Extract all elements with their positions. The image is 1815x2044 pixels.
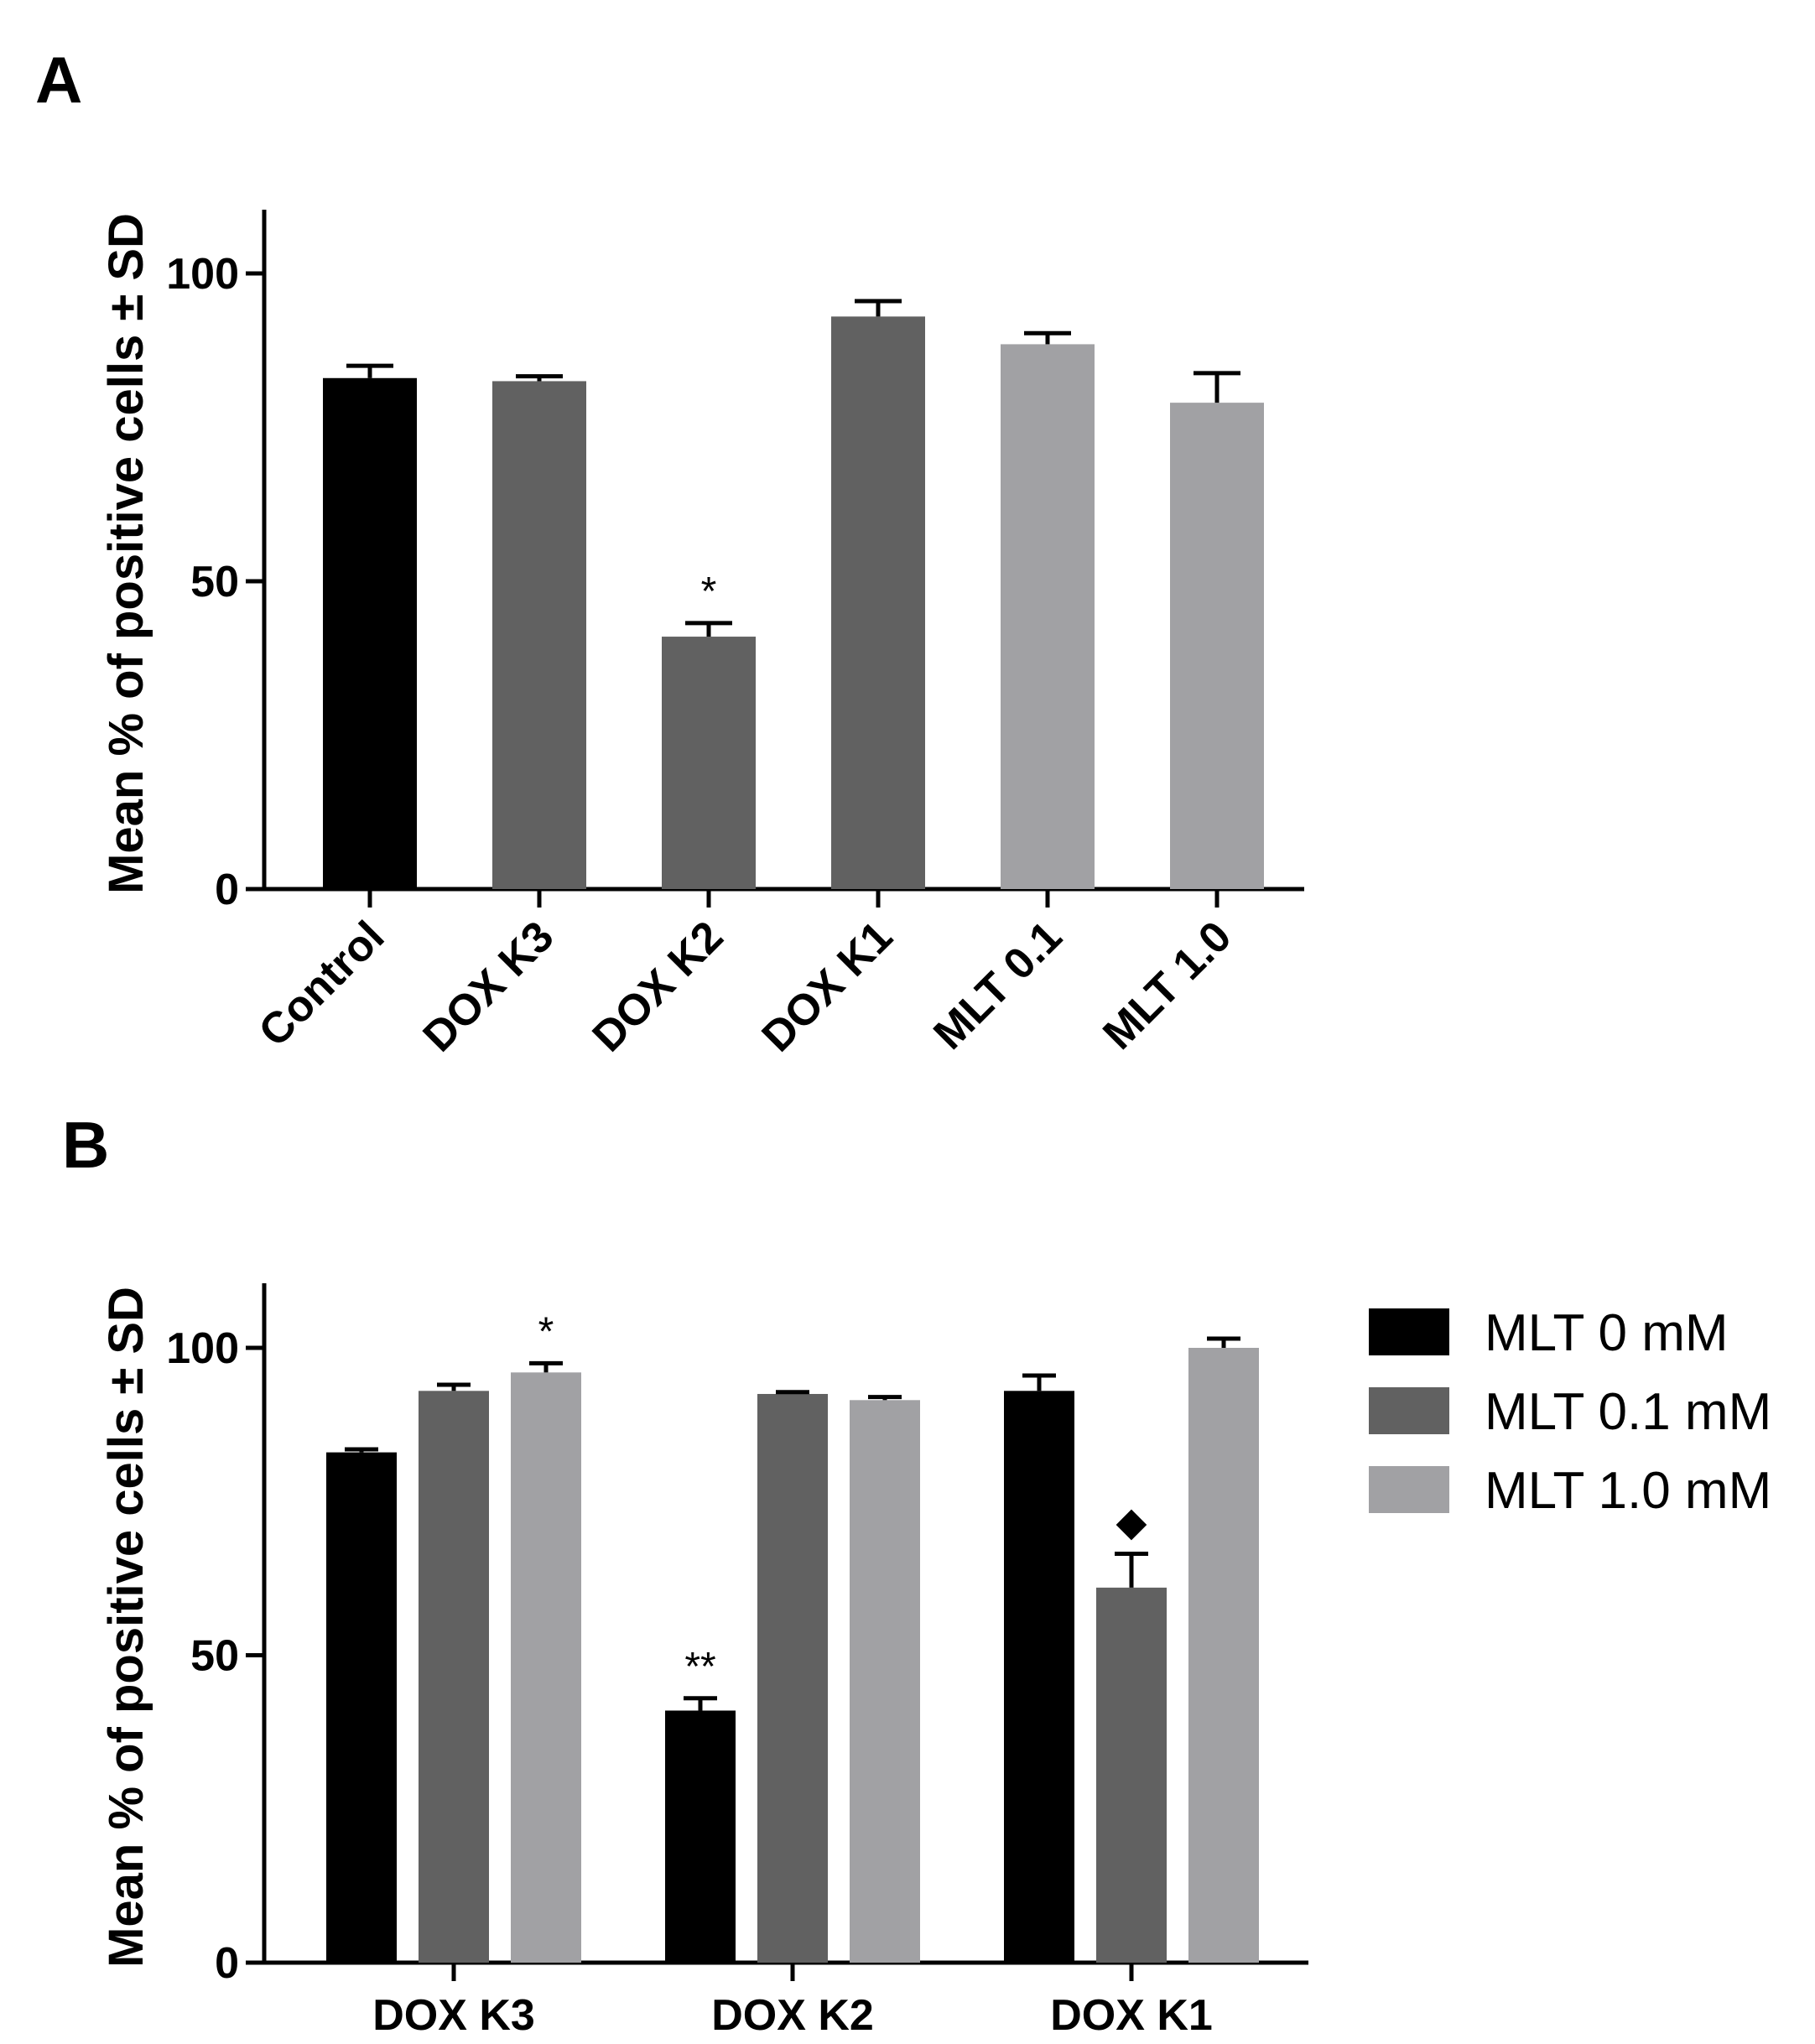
panel-a: A Mean % of positive cells ± SD 0 50 100 Co… bbox=[35, 43, 1304, 1061]
bar bbox=[511, 1372, 581, 1963]
bar bbox=[1096, 1587, 1167, 1963]
y-tick-label: 50 bbox=[190, 558, 239, 606]
y-tick-label: 100 bbox=[166, 250, 239, 299]
legend-swatch bbox=[1369, 1387, 1449, 1434]
bar bbox=[831, 316, 925, 889]
legend: MLT 0 mM MLT 0.1 mM MLT 1.0 mM bbox=[1369, 1304, 1771, 1520]
panel-a-letter: A bbox=[35, 43, 82, 117]
significance-mark: ** bbox=[684, 1645, 715, 1689]
bar bbox=[1001, 344, 1095, 889]
x-tick-label: DOX K1 bbox=[1050, 1991, 1213, 2040]
panel-b: B Mean % of positive cells ± SD MLT 0 mM… bbox=[62, 1108, 1771, 2040]
bar bbox=[323, 377, 417, 889]
y-tick-label: 50 bbox=[190, 1632, 239, 1681]
panel-b-letter: B bbox=[62, 1108, 109, 1182]
y-tick-label: 100 bbox=[166, 1324, 239, 1373]
legend-label: MLT 1.0 mM bbox=[1485, 1462, 1771, 1520]
bar bbox=[1188, 1348, 1259, 1963]
legend-label: MLT 0 mM bbox=[1485, 1304, 1729, 1362]
y-tick-label: 0 bbox=[215, 1939, 239, 1988]
x-tick-label: DOX K2 bbox=[711, 1991, 874, 2040]
bar bbox=[662, 637, 756, 889]
panel-b-y-axis-title: Mean % of positive cells ± SD bbox=[99, 1287, 153, 1968]
bar bbox=[850, 1400, 920, 1963]
x-tick-label: MLT 0.1 bbox=[924, 912, 1071, 1058]
bar bbox=[1004, 1391, 1074, 1963]
bar bbox=[492, 381, 586, 889]
significance-mark: * bbox=[701, 570, 717, 614]
bar bbox=[419, 1391, 489, 1963]
x-tick-label: DOX K1 bbox=[753, 912, 902, 1061]
x-tick-label: DOX K3 bbox=[372, 1991, 535, 2040]
bar bbox=[665, 1710, 736, 1963]
significance-mark: * bbox=[538, 1309, 554, 1354]
panel-a-y-axis-title: Mean % of positive cells ± SD bbox=[99, 213, 153, 894]
significance-mark: ◆ bbox=[1116, 1500, 1147, 1545]
x-tick-label: DOX K3 bbox=[414, 912, 564, 1061]
x-tick-label: MLT 1.0 bbox=[1094, 912, 1240, 1058]
bar bbox=[757, 1393, 828, 1963]
x-tick-label: DOX K2 bbox=[584, 912, 733, 1061]
x-tick-label: Control bbox=[250, 912, 394, 1056]
legend-swatch bbox=[1369, 1308, 1449, 1355]
bar bbox=[1170, 403, 1264, 889]
y-tick-label: 0 bbox=[215, 866, 239, 914]
legend-label: MLT 0.1 mM bbox=[1485, 1383, 1771, 1441]
legend-swatch bbox=[1369, 1466, 1449, 1513]
bar bbox=[326, 1452, 397, 1963]
